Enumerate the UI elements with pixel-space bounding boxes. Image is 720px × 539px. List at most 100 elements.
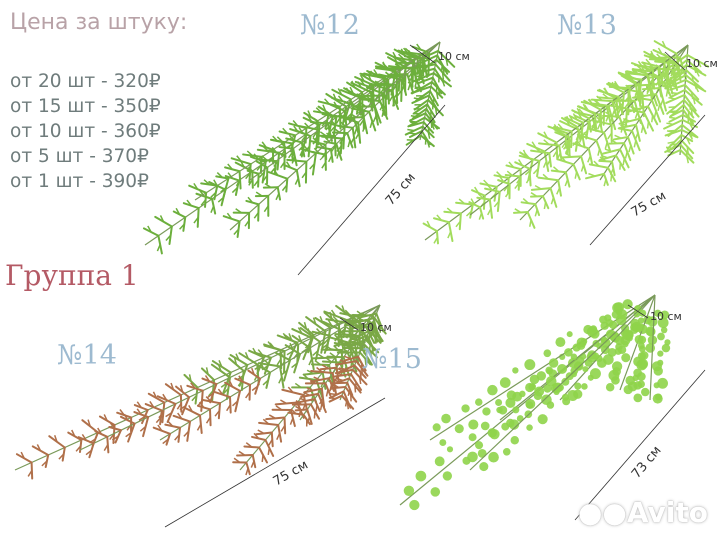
leaf <box>350 112 357 118</box>
leaf <box>149 401 155 408</box>
leaf <box>351 341 359 344</box>
leaf <box>423 116 440 130</box>
leaf <box>36 444 42 452</box>
leaf <box>410 115 418 118</box>
leaf <box>156 244 161 252</box>
leaf <box>614 134 622 139</box>
leaf <box>354 323 362 328</box>
leaf <box>359 102 367 108</box>
leaf <box>580 164 585 172</box>
leaf <box>313 376 321 381</box>
leaf <box>193 182 199 190</box>
leaf <box>611 109 616 117</box>
leaf <box>591 121 597 128</box>
leaf <box>248 166 254 173</box>
leaf <box>413 97 421 100</box>
leaf <box>487 384 498 396</box>
leaf <box>624 151 628 159</box>
leaf <box>133 404 149 411</box>
leaf <box>170 382 175 390</box>
leaf <box>613 82 621 89</box>
leaf <box>653 382 660 389</box>
leaf <box>103 444 109 452</box>
leaf <box>479 462 489 472</box>
leaf <box>344 309 351 316</box>
leaf <box>624 73 630 81</box>
leaf <box>468 433 477 442</box>
leaf <box>583 132 589 139</box>
leaf <box>566 331 573 338</box>
leaf <box>607 132 613 140</box>
leaf <box>226 212 233 220</box>
leaf <box>414 79 418 88</box>
leaf <box>316 328 322 335</box>
leaf <box>303 321 308 330</box>
leaf <box>525 398 536 409</box>
leaf <box>364 358 367 366</box>
leaf <box>329 392 337 396</box>
leaf <box>207 392 214 399</box>
leaf <box>359 74 365 82</box>
leaf <box>382 61 387 69</box>
leaf <box>627 73 635 80</box>
leaf <box>216 172 223 178</box>
leaf <box>250 460 255 468</box>
leaf <box>660 310 670 320</box>
leaf <box>524 359 536 371</box>
price-tier: от 15 шт - 350₽ <box>10 96 161 117</box>
leaf <box>548 358 559 368</box>
leaf <box>645 58 652 66</box>
leaf <box>319 402 323 411</box>
leaf <box>382 79 389 85</box>
leaf <box>177 412 183 420</box>
leaf <box>217 196 225 203</box>
leaf <box>291 362 298 369</box>
leaf <box>304 122 311 129</box>
leaf <box>193 217 199 224</box>
leaf <box>639 351 649 360</box>
leaf <box>598 159 613 163</box>
leaf <box>398 53 405 60</box>
leaf <box>621 122 629 128</box>
leaf <box>657 317 669 329</box>
leaf <box>220 186 227 193</box>
leaf <box>210 205 215 213</box>
leaf <box>353 127 358 135</box>
leaf <box>288 151 294 159</box>
plant-13-image <box>422 40 710 245</box>
leaf <box>313 117 320 124</box>
leaf <box>333 101 339 109</box>
leaf <box>329 352 336 358</box>
leaf <box>574 171 578 179</box>
leaf <box>372 100 382 124</box>
leaf <box>427 131 431 139</box>
leaf <box>556 158 575 166</box>
leaf <box>302 373 309 380</box>
leaf <box>302 391 310 397</box>
leaf <box>217 388 224 396</box>
leaf <box>188 374 192 382</box>
leaf <box>576 107 582 115</box>
leaf <box>41 460 48 467</box>
leaf <box>388 94 394 102</box>
leaf <box>637 342 645 349</box>
leaf <box>109 433 115 440</box>
leaf <box>477 448 487 458</box>
leaf <box>371 345 374 353</box>
leaf <box>244 220 250 227</box>
leaf <box>400 48 406 56</box>
stem-dim-line-12 <box>409 44 436 64</box>
leaf <box>576 341 586 350</box>
leaf <box>690 108 693 116</box>
leaf <box>553 166 560 173</box>
leaf <box>332 315 339 322</box>
leaf <box>534 209 538 217</box>
leaf <box>560 155 567 163</box>
leaf <box>525 176 531 184</box>
leaf <box>561 377 570 386</box>
leaf <box>188 405 193 412</box>
leaf <box>434 107 438 115</box>
leaf <box>666 122 674 126</box>
leaf <box>422 121 435 134</box>
